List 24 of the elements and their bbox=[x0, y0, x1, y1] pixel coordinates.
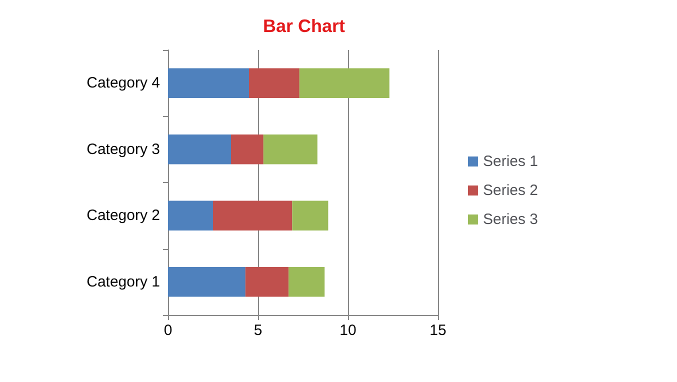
bar bbox=[213, 200, 292, 231]
chart-title: Bar Chart bbox=[263, 16, 346, 36]
bar bbox=[263, 134, 318, 164]
y-tick-label: Category 1 bbox=[86, 273, 160, 290]
bar bbox=[168, 266, 246, 297]
legend-label: Series 1 bbox=[482, 153, 538, 170]
x-tick-label: 5 bbox=[254, 322, 262, 339]
bar bbox=[245, 266, 289, 297]
x-tick-label: 10 bbox=[340, 322, 356, 339]
bar bbox=[249, 68, 300, 98]
y-tick-label: Category 3 bbox=[86, 140, 160, 158]
bar bbox=[168, 134, 231, 164]
bar bbox=[168, 68, 249, 98]
bar bbox=[292, 200, 328, 231]
x-tick-label: 15 bbox=[430, 322, 446, 339]
x-tick-label: 0 bbox=[164, 322, 172, 339]
y-tick-label: Category 4 bbox=[86, 74, 160, 92]
bar bbox=[299, 68, 390, 98]
legend-label: Series 3 bbox=[482, 211, 538, 228]
legend-label: Series 2 bbox=[482, 182, 538, 199]
bar bbox=[168, 200, 213, 231]
y-tick-label: Category 2 bbox=[86, 207, 160, 224]
bar bbox=[231, 134, 264, 164]
bar bbox=[288, 266, 325, 297]
